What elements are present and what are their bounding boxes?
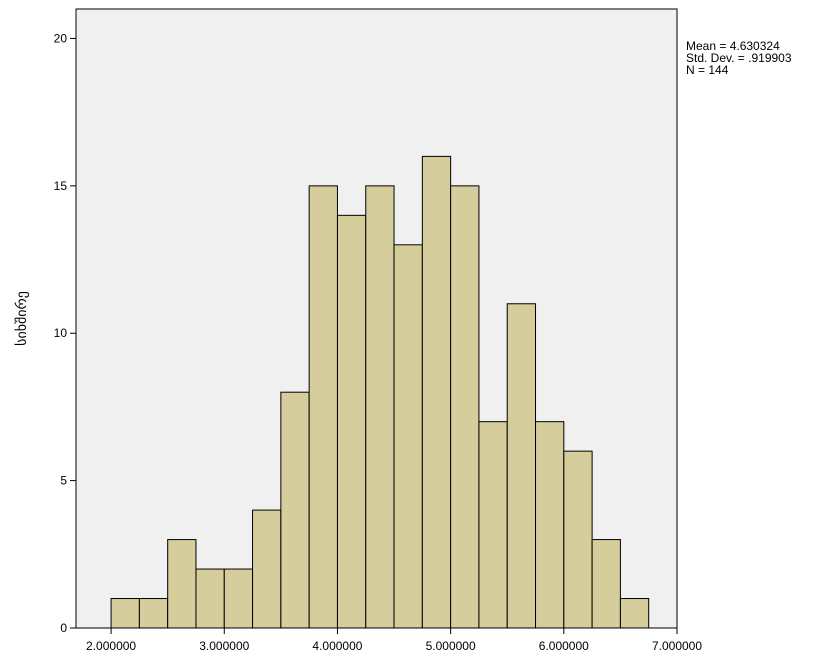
y-tick-label-10: 10 [54, 326, 68, 340]
x-tick-label-4: 4.000000 [312, 639, 362, 653]
histogram-bar-18 [591, 539, 621, 629]
x-tick-label-2: 2.000000 [86, 639, 136, 653]
y-axis: 0 5 10 15 20 [54, 31, 76, 635]
histogram-bar-1 [110, 598, 140, 629]
y-tick-label-20: 20 [54, 31, 68, 45]
histogram-bar-16 [535, 421, 565, 629]
stat-std-dev: Std. Dev. = .919903 [686, 51, 792, 65]
y-axis-label: სიხშირე [13, 291, 29, 346]
stats-legend: Mean = 4.630324 Std. Dev. = .919903 N = … [686, 39, 792, 77]
x-tick-label-5: 5.000000 [426, 639, 476, 653]
stat-n: N = 144 [686, 63, 729, 77]
histogram-bar-19 [619, 598, 650, 629]
histogram-bar-4 [195, 568, 225, 629]
histogram-bar-2 [138, 598, 169, 629]
histogram-bar-7 [280, 391, 310, 629]
histogram-bar-10 [365, 185, 395, 629]
y-tick-label-0: 0 [60, 621, 67, 635]
x-tick-label-6: 6.000000 [539, 639, 589, 653]
histogram-bar-5 [223, 568, 254, 629]
histogram-bar-14 [478, 421, 508, 629]
histogram-bar-17 [563, 450, 593, 629]
x-axis: 2.000000 3.000000 4.000000 5.000000 6.000000… [86, 628, 702, 653]
y-tick-label-5: 5 [60, 474, 67, 488]
histogram-bar-8 [308, 185, 338, 629]
histogram-bar-3 [167, 539, 197, 629]
y-tick-label-15: 15 [54, 179, 68, 193]
bars-group [110, 155, 650, 629]
x-tick-label-3: 3.000000 [199, 639, 249, 653]
x-tick-label-7: 7.000000 [652, 639, 702, 653]
histogram-bar-15 [506, 303, 537, 629]
histogram-bar-13 [450, 185, 480, 629]
stat-mean: Mean = 4.630324 [686, 39, 780, 53]
histogram-bar-6 [252, 509, 282, 629]
histogram-bar-11 [393, 244, 423, 629]
histogram-bar-12 [421, 155, 452, 629]
histogram-bar-9 [336, 214, 367, 629]
